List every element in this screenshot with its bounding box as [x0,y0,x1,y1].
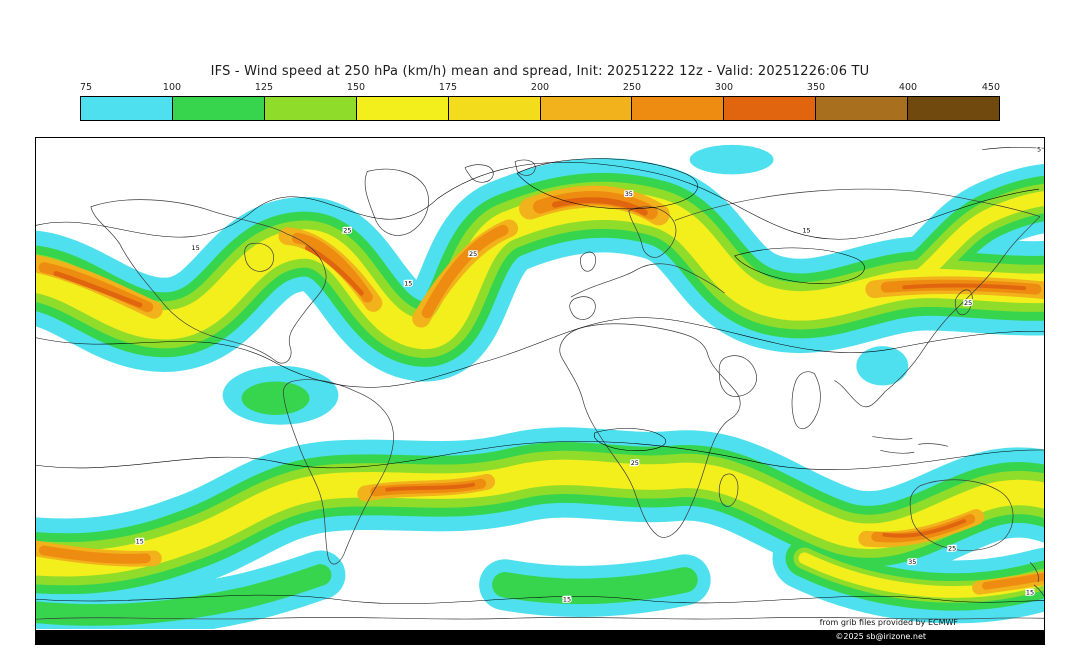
core-darkorange [53,271,143,308]
colorbar-segment [172,97,265,120]
colorbar-tick: 350 [806,82,826,93]
contour-label: 35 [625,190,633,198]
colorbar-tick: 100 [162,82,182,93]
spread-contour [36,441,1044,470]
contour-label: 15 [563,596,571,604]
spread-contour [36,594,1044,604]
contour-label: 5 [1037,146,1041,154]
core-darkorange [385,482,476,492]
contour-label: 25 [964,299,972,307]
contour-label: 35 [908,558,916,566]
contour-label: 15 [1026,589,1034,597]
colorbar-tick: 200 [530,82,550,93]
spread-contour [594,428,667,451]
coastlines [36,159,1044,620]
contour-label: 25 [948,544,956,552]
core-darkorange [882,519,967,538]
spread-contour [36,317,1044,388]
contour-label: 25 [631,459,639,467]
spread-contour [734,247,865,284]
core-orange [421,224,509,319]
contour-label: 25 [343,226,351,234]
contour-label: 15 [136,538,144,546]
contour-label: 15 [802,226,810,234]
core-orange [982,572,1044,590]
spread-contour [516,158,698,210]
colorbar-segment [448,97,541,120]
colorbar-tick: 300 [714,82,734,93]
contour-label: 15 [404,279,412,287]
colorbar-tick: 125 [254,82,274,93]
colorbar-segment [632,97,725,120]
colorbar-tick: 175 [438,82,458,93]
source-note: from grib files provided by ECMWF [819,618,958,627]
core-darkorange [902,283,1027,291]
colorbar-tick: 450 [981,82,1000,93]
jet-bands [36,144,1044,615]
spread-contour-labels: 15 15 15 15 15 15 25 25 25 25 25 35 35 5 [134,145,1042,605]
colorbar-segment [81,97,173,120]
colorbar-segment [908,97,1000,120]
patch-eastasia-cyan [856,346,909,386]
contour-label: 25 [469,250,477,258]
colorbar-ticks: 75 100 125 150 175 200 250 300 350 400 450 [80,82,1000,96]
colorbar-segment [356,97,449,120]
spread-contour [982,147,1044,151]
patch-arctic-cyan [689,144,774,175]
colorbar-segments [80,96,1000,121]
colorbar-segment [540,97,633,120]
core-orange [38,545,151,564]
band-south-mid-green [505,580,685,592]
colorbar-segment [724,97,817,120]
contour-label: 15 [192,244,200,252]
chart-title: IFS - Wind speed at 250 hPa (km/h) mean … [210,64,870,79]
colorbar-tick: 150 [346,82,366,93]
copyright-bar: ©2025 sb@irizone.net [36,630,1044,644]
colorbar-tick: 400 [898,82,918,93]
patch-equator-green [241,381,310,415]
map-canvas: 15 15 15 15 15 15 25 25 25 25 25 35 35 5 [36,144,1044,629]
colorbar-tick: 250 [622,82,642,93]
colorbar-segment [816,97,909,120]
spread-contour [36,161,1040,240]
core-darkorange [304,245,364,296]
colorbar-segment [264,97,357,120]
colorbar: 75 100 125 150 175 200 250 300 350 400 450 [80,82,1000,121]
colorbar-tick: 75 [80,82,93,93]
core-orange [291,232,373,303]
spread-contours [36,147,1044,604]
map-frame: 15 15 15 15 15 15 25 25 25 25 25 35 35 5… [35,137,1045,645]
